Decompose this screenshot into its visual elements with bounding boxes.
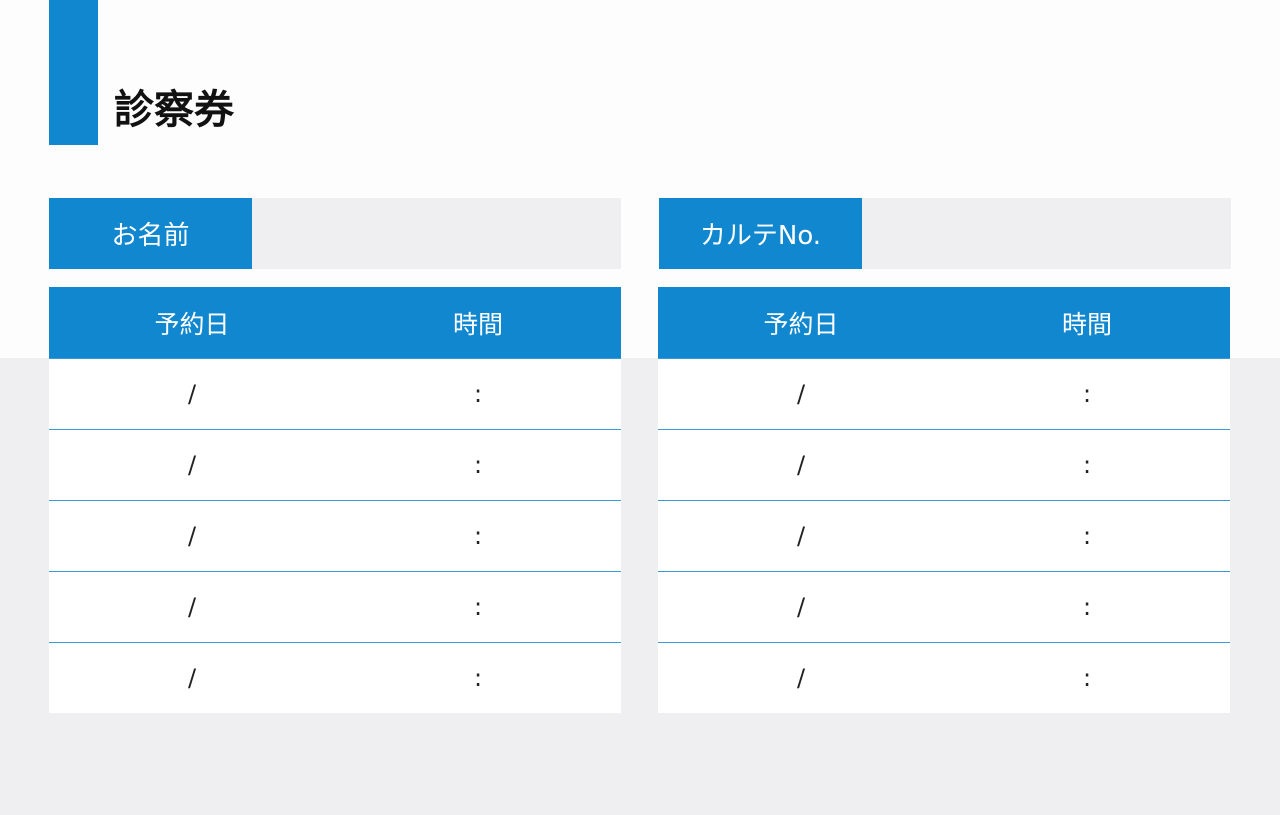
chart-number-label: カルテNo. xyxy=(659,198,862,269)
name-label: お名前 xyxy=(49,198,252,269)
table-row: /: xyxy=(49,358,621,429)
time-cell[interactable]: : xyxy=(473,593,483,621)
table-row: /: xyxy=(658,642,1230,713)
name-field: お名前 xyxy=(49,198,621,269)
date-cell[interactable]: / xyxy=(187,522,197,550)
date-cell[interactable]: / xyxy=(187,380,197,408)
table-row: /: xyxy=(49,571,621,642)
table-row: /: xyxy=(658,358,1230,429)
appointment-table: 予約日 時間 /: /: /: /: /: xyxy=(658,287,1230,713)
table-row: /: xyxy=(658,429,1230,500)
date-cell[interactable]: / xyxy=(796,451,806,479)
header-time: 時間 xyxy=(1061,309,1112,339)
accent-bar xyxy=(49,0,98,145)
date-cell[interactable]: / xyxy=(796,380,806,408)
date-cell[interactable]: / xyxy=(187,664,197,692)
table-row: /: xyxy=(49,429,621,500)
table-row: /: xyxy=(658,500,1230,571)
appointment-table: 予約日 時間 /: /: /: /: /: xyxy=(49,287,621,713)
time-cell[interactable]: : xyxy=(1082,380,1092,408)
page-title: 診察券 xyxy=(114,87,234,133)
time-cell[interactable]: : xyxy=(473,380,483,408)
table-row: /: xyxy=(49,642,621,713)
time-cell[interactable]: : xyxy=(1082,664,1092,692)
time-cell[interactable]: : xyxy=(473,664,483,692)
time-cell[interactable]: : xyxy=(1082,522,1092,550)
time-cell[interactable]: : xyxy=(473,451,483,479)
header-date: 予約日 xyxy=(154,309,230,339)
time-cell[interactable]: : xyxy=(1082,593,1092,621)
date-cell[interactable]: / xyxy=(796,522,806,550)
chart-number-input[interactable] xyxy=(862,198,1231,269)
time-cell[interactable]: : xyxy=(1082,451,1092,479)
date-cell[interactable]: / xyxy=(796,664,806,692)
header-time: 時間 xyxy=(452,309,503,339)
table-header: 予約日 時間 xyxy=(49,287,621,358)
date-cell[interactable]: / xyxy=(796,593,806,621)
date-cell[interactable]: / xyxy=(187,593,197,621)
chart-number-field: カルテNo. xyxy=(659,198,1231,269)
time-cell[interactable]: : xyxy=(473,522,483,550)
table-header: 予約日 時間 xyxy=(658,287,1230,358)
name-input[interactable] xyxy=(252,198,621,269)
table-row: /: xyxy=(658,571,1230,642)
date-cell[interactable]: / xyxy=(187,451,197,479)
header-date: 予約日 xyxy=(763,309,839,339)
table-row: /: xyxy=(49,500,621,571)
